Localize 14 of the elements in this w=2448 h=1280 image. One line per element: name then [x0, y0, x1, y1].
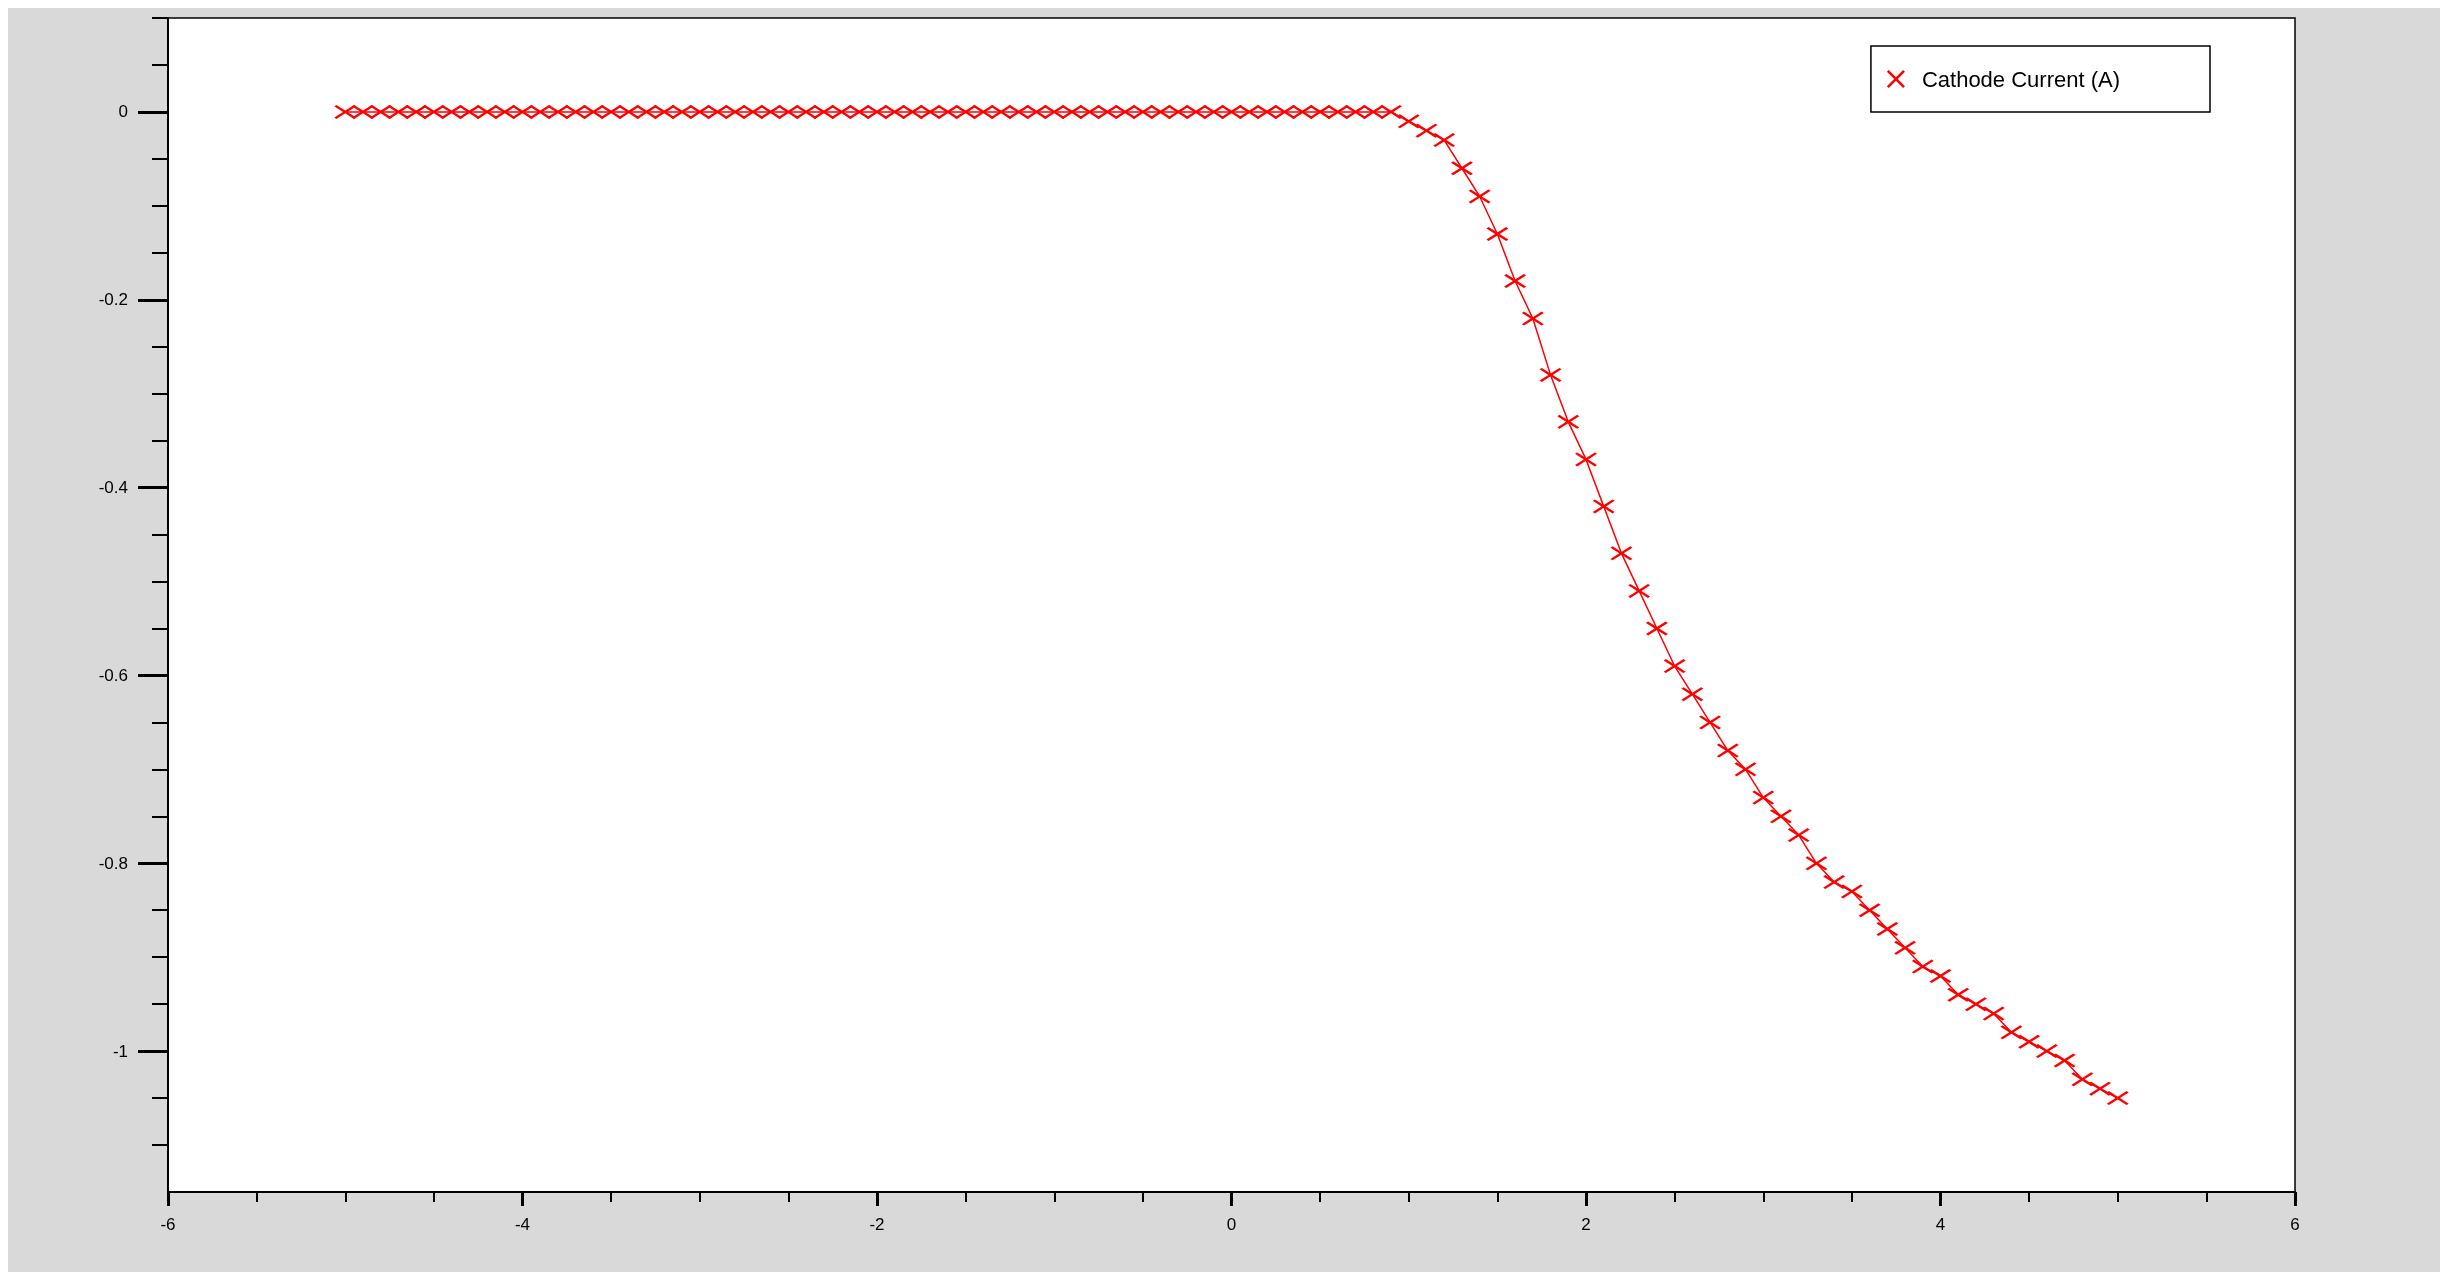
- y-tick-label: -0.2: [98, 290, 128, 310]
- y-tick-label: -0.8: [98, 853, 128, 873]
- x-tick-label: -6: [160, 1215, 176, 1234]
- x-tick-label: 2: [1581, 1215, 1591, 1234]
- y-tick-label: -0.4: [98, 478, 128, 498]
- x-tick-label: -4: [514, 1215, 531, 1234]
- y-tick-label: -0.6: [98, 665, 128, 685]
- y-tick-label: 0: [118, 102, 128, 122]
- x-tick-label: 0: [1226, 1215, 1237, 1234]
- y-tick-label: -1: [112, 1041, 128, 1061]
- x-tick-label: 4: [1935, 1215, 1946, 1234]
- x-tick-label: -2: [869, 1215, 885, 1234]
- x-tick-label: 6: [2290, 1215, 2300, 1234]
- legend-label: Cathode Current (A): [1921, 66, 2121, 92]
